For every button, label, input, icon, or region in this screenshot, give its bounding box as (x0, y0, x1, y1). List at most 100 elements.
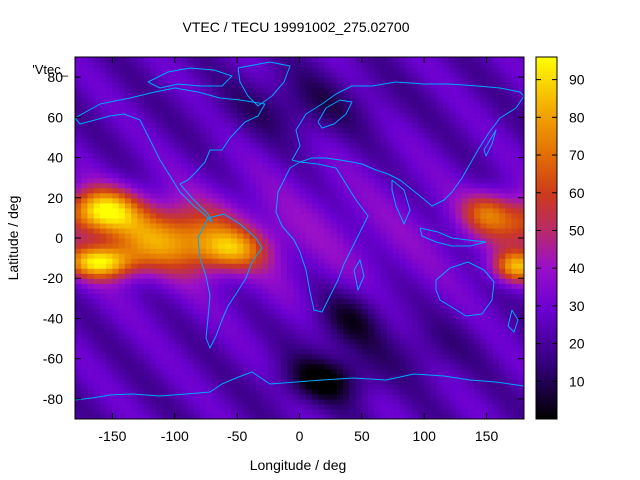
heatmap-cell (106, 127, 114, 134)
heatmap-cell (193, 293, 201, 299)
heatmap-cell (368, 117, 375, 123)
heatmap-cell (318, 97, 326, 103)
heatmap-cell (411, 132, 419, 139)
heatmap-cell (99, 248, 107, 254)
heatmap-cell (131, 152, 138, 159)
heatmap-cell (106, 87, 114, 93)
heatmap-cell (75, 97, 82, 103)
heatmap-cell (99, 288, 107, 294)
heatmap-cell (112, 72, 120, 78)
heatmap-cell (368, 243, 375, 249)
heatmap-cell (442, 202, 450, 209)
heatmap-cell (299, 57, 307, 63)
heatmap-cell (81, 217, 89, 224)
heatmap-cell (393, 77, 400, 83)
heatmap-cell (505, 408, 513, 415)
heatmap-cell (486, 197, 494, 204)
heatmap-cell (268, 353, 276, 360)
heatmap-cell (262, 122, 269, 128)
heatmap-cell (124, 97, 132, 103)
heatmap-cell (181, 137, 188, 144)
heatmap-cell (249, 147, 257, 154)
heatmap-cell (386, 253, 394, 259)
heatmap-cell (467, 378, 475, 385)
heatmap-cell (299, 137, 307, 144)
heatmap-cell (336, 278, 344, 284)
heatmap-cell (480, 72, 488, 78)
heatmap-cell (299, 293, 307, 299)
heatmap-cell (75, 273, 82, 279)
heatmap-cell (118, 222, 126, 229)
heatmap-cell (112, 82, 120, 88)
heatmap-cell (75, 328, 82, 335)
heatmap-cell (293, 102, 301, 108)
heatmap-cell (455, 232, 463, 239)
heatmap-cell (293, 152, 301, 159)
heatmap-cell (137, 278, 145, 284)
heatmap-cell (99, 202, 107, 209)
heatmap-cell (368, 273, 375, 279)
heatmap-cell (461, 318, 469, 325)
heatmap-cell (293, 298, 301, 304)
heatmap-cell (343, 328, 350, 335)
heatmap-cell (149, 167, 157, 174)
heatmap-cell (399, 268, 407, 274)
heatmap-cell (187, 363, 195, 370)
heatmap-cell (486, 147, 494, 154)
heatmap-cell (237, 328, 244, 335)
heatmap-cell (492, 82, 500, 88)
heatmap-cell (243, 408, 251, 415)
heatmap-cell (405, 197, 413, 204)
heatmap-cell (280, 333, 288, 340)
heatmap-cell (137, 87, 145, 93)
heatmap-cell (305, 388, 313, 395)
heatmap-cell (486, 258, 494, 264)
heatmap-cell (124, 258, 132, 264)
heatmap-cell (112, 77, 120, 83)
heatmap-cell (149, 323, 157, 330)
heatmap-cell (237, 182, 244, 189)
heatmap-cell (243, 368, 251, 375)
heatmap-cell (436, 152, 444, 159)
heatmap-cell (162, 273, 170, 279)
heatmap-cell (156, 278, 163, 284)
heatmap-cell (168, 197, 176, 204)
heatmap-cell (168, 187, 176, 194)
heatmap-cell (399, 87, 407, 93)
heatmap-cell (268, 278, 276, 284)
heatmap-cell (399, 232, 407, 239)
heatmap-cell (106, 112, 114, 118)
heatmap-cell (424, 328, 432, 335)
heatmap-cell (336, 72, 344, 78)
heatmap-cell (274, 283, 282, 289)
heatmap-cell (436, 107, 444, 113)
heatmap-cell (449, 248, 457, 254)
heatmap-cell (499, 373, 506, 380)
heatmap-cell (368, 82, 375, 88)
heatmap-cell (411, 378, 419, 385)
heatmap-cell (461, 238, 469, 244)
heatmap-cell (492, 157, 500, 164)
heatmap-cell (149, 87, 157, 93)
heatmap-cell (499, 263, 506, 269)
heatmap-cell (436, 358, 444, 365)
heatmap-cell (193, 212, 201, 219)
heatmap-cell (99, 278, 107, 284)
heatmap-cell (442, 137, 450, 144)
chart-title: VTEC / TECU 19991002_275.02700 (182, 19, 409, 35)
heatmap-cell (330, 222, 338, 229)
heatmap-cell (274, 393, 282, 400)
heatmap-cell (492, 222, 500, 229)
heatmap-cell (505, 273, 513, 279)
heatmap-cell (199, 293, 207, 299)
heatmap-cell (187, 388, 195, 395)
heatmap-cell (230, 248, 238, 254)
heatmap-cell (124, 152, 132, 159)
heatmap-cell (199, 398, 207, 405)
heatmap-cell (486, 268, 494, 274)
heatmap-cell (343, 192, 350, 199)
heatmap-cell (461, 102, 469, 108)
heatmap-cell (81, 172, 89, 179)
heatmap-cell (143, 273, 151, 279)
heatmap-cell (218, 227, 226, 234)
